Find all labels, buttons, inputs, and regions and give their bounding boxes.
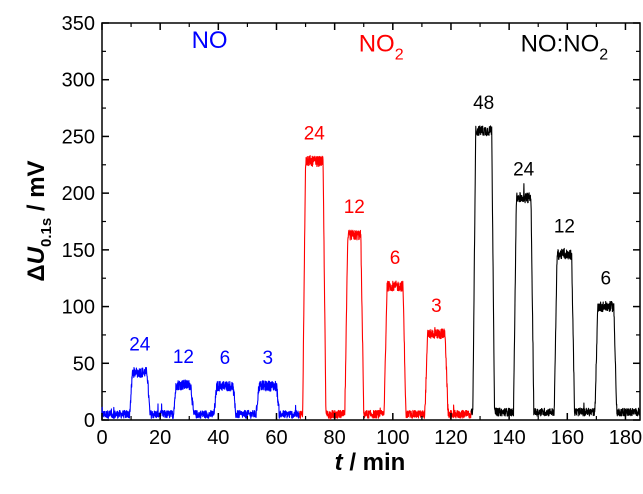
y-axis-title-delta: Δ — [23, 264, 50, 281]
pulse-label: 3 — [262, 348, 273, 369]
x-tick-label: 40 — [207, 427, 229, 449]
pulse-label: 12 — [554, 216, 575, 237]
x-tick-label: 20 — [149, 427, 171, 449]
series-group-label: NO2 — [359, 30, 404, 63]
y-axis-title-unit: / mV — [23, 160, 50, 217]
pulse-label: 3 — [431, 296, 442, 317]
series-group-label: NO — [192, 27, 228, 54]
y-tick-label: 350 — [62, 13, 95, 35]
x-tick-label: 80 — [324, 427, 346, 449]
x-tick-label: 180 — [609, 427, 642, 449]
x-axis-title-variable: t — [335, 449, 344, 476]
y-tick-label: 200 — [62, 183, 95, 205]
y-tick-label: 250 — [62, 126, 95, 148]
pulse-label: 24 — [129, 334, 151, 355]
pulse-label: 6 — [220, 348, 231, 369]
pulse-label: 12 — [344, 197, 365, 218]
series-layer — [101, 125, 641, 420]
x-tick-label: 0 — [96, 427, 107, 449]
x-tick-label: 60 — [265, 427, 287, 449]
y-tick-label: 50 — [73, 353, 95, 375]
series-line-mix — [470, 125, 641, 417]
x-axis-title: t / min — [335, 449, 406, 476]
series-line-NO2 — [299, 155, 472, 420]
series-line-NO — [101, 366, 301, 419]
y-axis-title-subscript: 0.1s — [38, 218, 55, 247]
y-tick-label: 300 — [62, 70, 95, 92]
y-axis-title: ΔU0.1s / mV — [23, 160, 55, 281]
axis-ticks: 0 20 40 60 80 100 120 140 160 180 0 50 100 150 200 250 3… — [62, 13, 643, 449]
pulse-label: 6 — [390, 248, 401, 269]
y-tick-label: 100 — [62, 297, 95, 319]
series-group-label: NO:NO2 — [521, 30, 609, 63]
pulse-label: 12 — [173, 347, 194, 368]
annotations: 24 12 6 3 24 12 6 3 48 24 12 6 NO NO2 NO:NO2 — [129, 27, 611, 369]
pulse-label: 48 — [473, 93, 494, 114]
x-tick-label: 140 — [492, 427, 525, 449]
x-tick-label: 100 — [376, 427, 409, 449]
y-tick-label: 150 — [62, 240, 95, 262]
pulse-label: 24 — [513, 160, 535, 181]
pulse-label: 6 — [601, 269, 612, 290]
y-tick-label: 0 — [84, 410, 95, 432]
x-axis-title-unit: / min — [343, 449, 406, 476]
x-tick-label: 120 — [434, 427, 467, 449]
pulse-label: 24 — [304, 123, 326, 144]
x-tick-label: 160 — [551, 427, 584, 449]
y-axis-title-variable: U — [23, 246, 50, 264]
